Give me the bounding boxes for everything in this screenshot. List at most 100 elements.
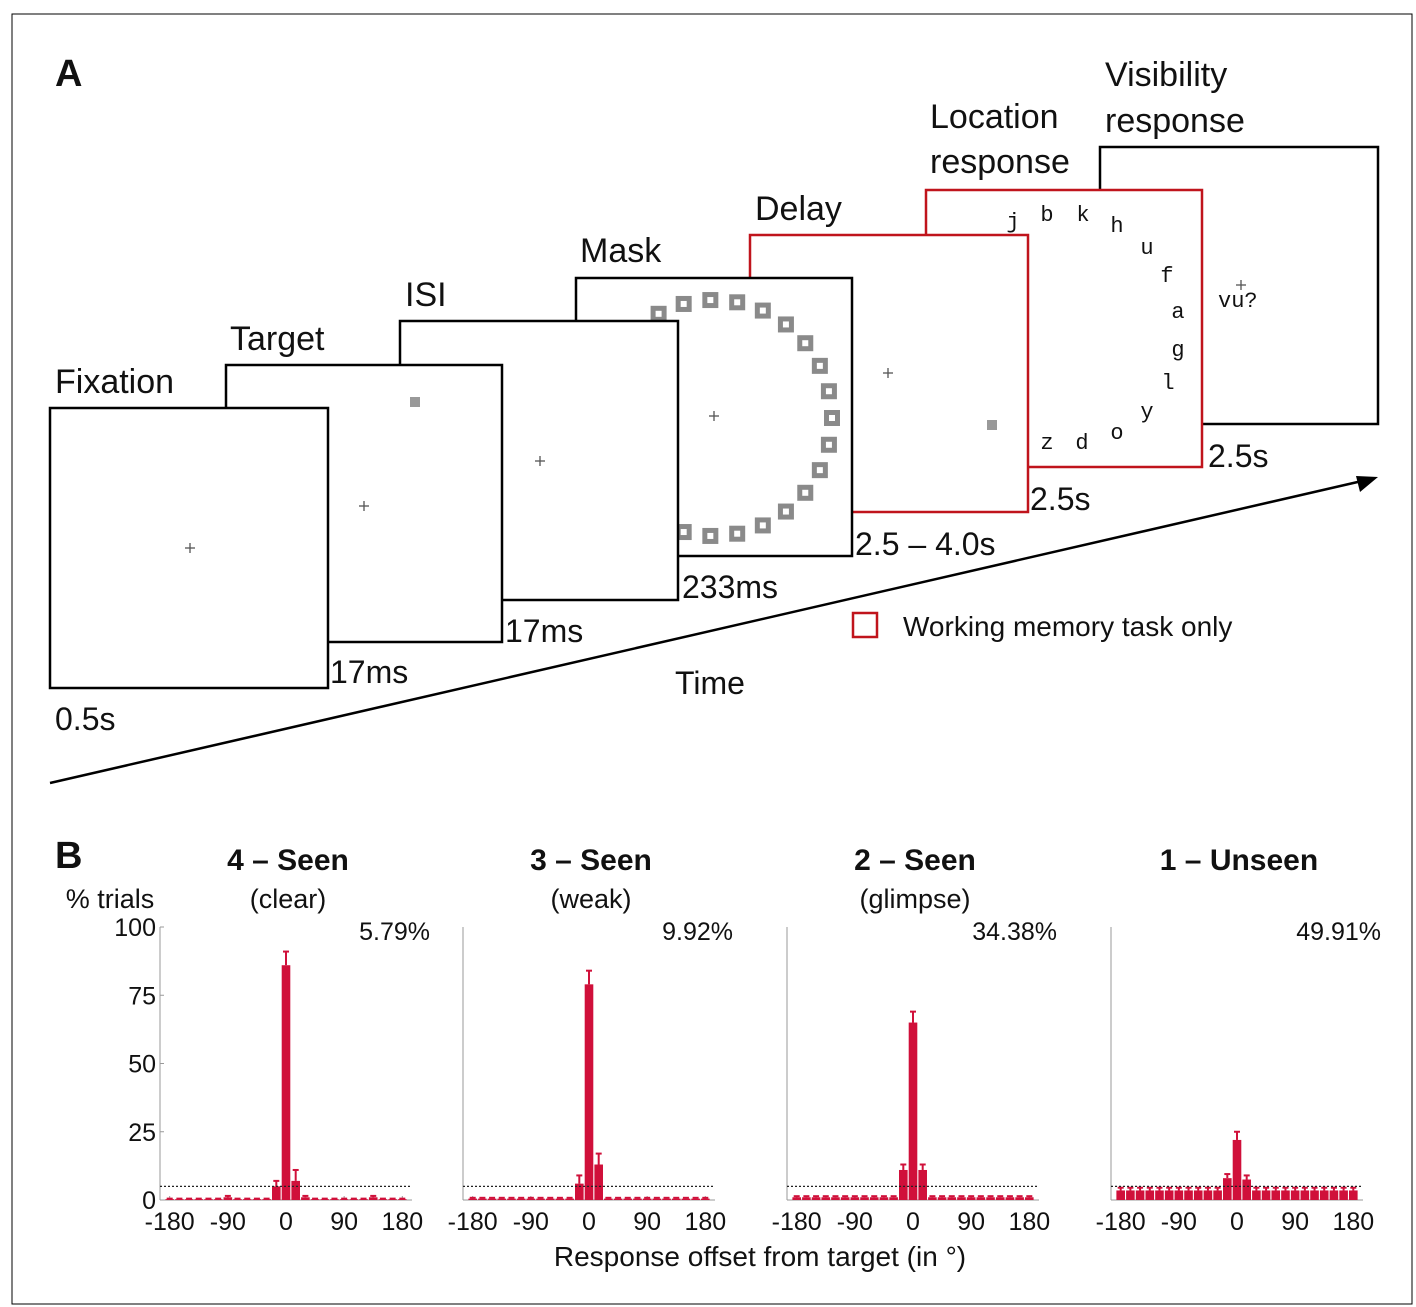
mask-element-hole bbox=[816, 362, 823, 369]
figure-border bbox=[11, 13, 1413, 1305]
bar bbox=[947, 1197, 957, 1200]
mask-element-hole bbox=[816, 467, 823, 474]
arrow-head bbox=[1356, 476, 1378, 492]
bar bbox=[691, 1198, 700, 1200]
x-tick-label: 0 bbox=[582, 1208, 596, 1236]
location-letter: k bbox=[1076, 203, 1089, 228]
annotation: 34.38% bbox=[972, 918, 1057, 946]
bar bbox=[1271, 1190, 1281, 1200]
bar bbox=[1290, 1190, 1300, 1200]
location-letter: b bbox=[1040, 203, 1053, 228]
chart-title: 1 – Unseen bbox=[1160, 844, 1318, 877]
legend-swatch bbox=[851, 611, 879, 639]
bar bbox=[681, 1198, 691, 1200]
mask-element-hole bbox=[802, 340, 809, 347]
frame-duration: 2.5 – 4.0s bbox=[855, 526, 996, 562]
x-tick-label: -90 bbox=[513, 1208, 549, 1236]
location-letter: a bbox=[1171, 300, 1184, 325]
bar bbox=[507, 1198, 516, 1200]
annotation: 5.79% bbox=[359, 918, 430, 946]
x-tick-label: 0 bbox=[1230, 1208, 1244, 1236]
frame-duration: 233ms bbox=[682, 569, 778, 605]
bar bbox=[1339, 1190, 1348, 1200]
frame-label: Visibility bbox=[1105, 56, 1227, 94]
chart-title: 2 – Seen bbox=[854, 844, 976, 877]
bar bbox=[879, 1197, 889, 1200]
time-arrow bbox=[49, 479, 1363, 785]
bar bbox=[937, 1197, 947, 1200]
y-tick-label: 100 bbox=[114, 914, 156, 942]
bar bbox=[1223, 1178, 1232, 1200]
location-letter: f bbox=[1160, 264, 1173, 289]
bar bbox=[869, 1197, 879, 1200]
bar bbox=[1242, 1179, 1251, 1200]
bar bbox=[1213, 1190, 1222, 1200]
bar bbox=[594, 1164, 603, 1200]
bar bbox=[1155, 1190, 1164, 1200]
bar bbox=[526, 1198, 536, 1200]
x-axis-label: Response offset from target (in °) bbox=[554, 1241, 966, 1272]
bar bbox=[633, 1198, 642, 1200]
bar bbox=[516, 1198, 526, 1200]
bar bbox=[1203, 1190, 1213, 1200]
chart-title: 4 – Seen bbox=[227, 844, 349, 877]
bar bbox=[811, 1197, 821, 1200]
annotation: 9.92% bbox=[662, 918, 733, 946]
y-tick-label: 25 bbox=[128, 1119, 156, 1147]
bar bbox=[652, 1198, 662, 1200]
bar bbox=[487, 1198, 497, 1200]
bar bbox=[1164, 1190, 1174, 1200]
bar bbox=[272, 1186, 281, 1200]
target-square bbox=[987, 420, 997, 430]
bar bbox=[584, 984, 594, 1200]
bar bbox=[995, 1197, 1005, 1200]
bar bbox=[1005, 1197, 1015, 1200]
x-tick-label: -90 bbox=[210, 1208, 246, 1236]
bar bbox=[840, 1197, 850, 1200]
bar bbox=[1116, 1190, 1125, 1200]
mask-element-hole bbox=[680, 529, 687, 536]
bar bbox=[613, 1198, 623, 1200]
bar bbox=[1126, 1190, 1135, 1200]
y-tick-label: 50 bbox=[128, 1051, 156, 1079]
bar bbox=[821, 1197, 831, 1200]
frame-label: Target bbox=[230, 320, 325, 358]
x-tick-label: 90 bbox=[633, 1208, 661, 1236]
location-letter: z bbox=[1040, 431, 1053, 456]
x-tick-label: -180 bbox=[1096, 1208, 1146, 1236]
mask-element-hole bbox=[734, 530, 741, 537]
location-letter: j bbox=[1006, 210, 1019, 235]
visibility-prompt: vu? bbox=[1218, 289, 1258, 314]
bar bbox=[1349, 1190, 1358, 1200]
mask-element-hole bbox=[825, 388, 832, 395]
mask-element-hole bbox=[734, 299, 741, 306]
bar bbox=[966, 1197, 976, 1200]
chart-title: 3 – Seen bbox=[530, 844, 652, 877]
mask-element-hole bbox=[759, 307, 766, 314]
bar bbox=[575, 1183, 584, 1200]
bar bbox=[1300, 1190, 1310, 1200]
bar bbox=[831, 1197, 840, 1200]
bar bbox=[642, 1198, 652, 1200]
location-letter: g bbox=[1171, 338, 1184, 363]
bar bbox=[662, 1198, 671, 1200]
x-tick-label: 90 bbox=[1281, 1208, 1309, 1236]
bar bbox=[976, 1197, 986, 1200]
frame-duration: 17ms bbox=[505, 613, 583, 649]
y-axis-label: % trials bbox=[66, 884, 155, 914]
location-letter: u bbox=[1140, 236, 1153, 261]
x-tick-label: 0 bbox=[279, 1208, 293, 1236]
bar bbox=[604, 1198, 613, 1200]
bar bbox=[1145, 1190, 1155, 1200]
bar bbox=[1261, 1190, 1271, 1200]
bar bbox=[671, 1198, 681, 1200]
panel-label: A bbox=[55, 53, 82, 95]
bar bbox=[536, 1198, 545, 1200]
bar bbox=[918, 1169, 927, 1200]
frame-duration: 0.5s bbox=[55, 701, 115, 737]
x-tick-label: 180 bbox=[1332, 1208, 1374, 1236]
bar bbox=[291, 1180, 300, 1200]
bar bbox=[1281, 1190, 1290, 1200]
x-tick-label: 0 bbox=[906, 1208, 920, 1236]
